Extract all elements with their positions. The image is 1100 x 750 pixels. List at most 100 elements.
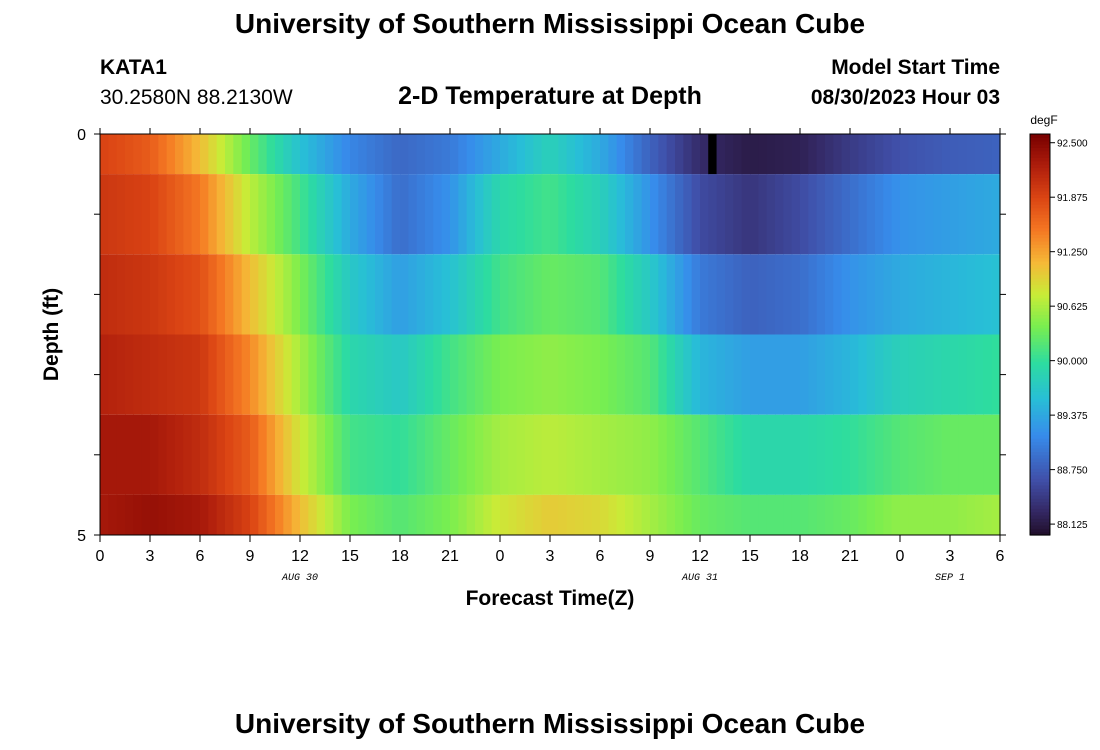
heatmap-cell xyxy=(258,134,268,175)
heatmap-cell xyxy=(141,494,151,535)
colorbar-segment xyxy=(1030,524,1050,529)
heatmap-cell xyxy=(233,174,243,255)
colorbar-segment xyxy=(1030,411,1050,416)
heatmap-cell xyxy=(466,494,476,535)
heatmap-cell xyxy=(350,414,359,495)
heatmap-cell xyxy=(650,494,659,535)
heatmap-cell xyxy=(550,174,559,255)
colorbar-segment xyxy=(1030,511,1050,516)
heatmap-cell xyxy=(475,334,484,415)
heatmap-cell xyxy=(333,254,343,335)
heatmap-cell xyxy=(200,174,209,255)
heatmap-cell xyxy=(808,174,818,255)
colorbar-tick-label: 91.875 xyxy=(1057,193,1088,204)
heatmap-cell xyxy=(616,134,626,175)
heatmap-cell xyxy=(500,494,509,535)
heatmap-cell xyxy=(416,174,426,255)
heatmap-cell xyxy=(416,334,426,415)
heatmap-cell xyxy=(383,254,393,335)
heatmap-cell xyxy=(450,494,459,535)
heatmap-cell xyxy=(400,334,409,415)
heatmap-cell xyxy=(183,254,193,335)
heatmap-cell xyxy=(183,134,193,175)
model-start-label: Model Start Time xyxy=(831,56,1000,79)
heatmap-cell xyxy=(425,254,434,335)
heatmap-cell xyxy=(891,414,901,495)
heatmap-cell xyxy=(441,334,451,415)
heatmap-cell xyxy=(691,254,701,335)
colorbar-segment xyxy=(1030,468,1050,473)
heatmap-cell xyxy=(866,174,876,255)
heatmap-cell xyxy=(441,174,451,255)
heatmap-cell xyxy=(858,414,868,495)
heatmap-cell xyxy=(341,334,351,415)
heatmap-cell xyxy=(541,334,551,415)
page-title: University of Southern Mississippi Ocean… xyxy=(234,8,866,39)
colorbar-segment xyxy=(1030,484,1050,489)
heatmap-cell xyxy=(825,134,834,175)
colorbar-segment xyxy=(1030,307,1050,312)
heatmap-cell xyxy=(666,134,676,175)
colorbar-segment xyxy=(1030,160,1050,165)
heatmap-cell xyxy=(258,174,268,255)
heatmap-cell xyxy=(741,134,751,175)
heatmap-cell xyxy=(283,334,293,415)
heatmap-cell xyxy=(825,494,834,535)
heatmap-cell xyxy=(316,414,326,495)
heatmap-cell xyxy=(175,494,184,535)
heatmap-cell xyxy=(691,174,701,255)
heatmap-cell xyxy=(925,494,934,535)
heatmap-cell xyxy=(600,334,609,415)
heatmap-cell xyxy=(683,414,693,495)
heatmap-cell xyxy=(950,414,959,495)
heatmap-cell xyxy=(475,174,484,255)
station-id: KATA1 xyxy=(100,56,167,79)
heatmap-cell xyxy=(891,254,901,335)
heatmap-cell xyxy=(366,254,376,335)
heatmap-cell xyxy=(625,494,634,535)
colorbar-tick-label: 92.500 xyxy=(1057,139,1088,150)
heatmap-cell xyxy=(650,174,659,255)
heatmap-cell xyxy=(841,134,851,175)
heatmap-cell xyxy=(575,494,584,535)
heatmap-cell xyxy=(600,174,609,255)
colorbar-segment xyxy=(1030,341,1050,346)
heatmap-cell xyxy=(733,414,743,495)
heatmap-cell xyxy=(591,334,601,415)
heatmap-cell xyxy=(850,494,859,535)
heatmap-cell xyxy=(241,494,251,535)
heatmap-cell xyxy=(358,174,368,255)
colorbar-tick-label: 90.625 xyxy=(1057,302,1088,313)
heatmap-cell xyxy=(650,334,659,415)
heatmap-cell xyxy=(950,254,959,335)
heatmap-cell xyxy=(591,134,601,175)
heatmap-cell xyxy=(775,414,784,495)
heatmap-cell xyxy=(175,134,184,175)
heatmap-cell xyxy=(958,134,968,175)
heatmap-cell xyxy=(808,134,818,175)
heatmap-cell xyxy=(675,494,684,535)
heatmap-cell xyxy=(108,494,118,535)
heatmap-cell xyxy=(250,254,259,335)
heatmap-cell xyxy=(508,174,518,255)
heatmap-cell xyxy=(191,334,201,415)
colorbar-segment xyxy=(1030,428,1050,433)
heatmap-cell xyxy=(741,414,751,495)
heatmap-cell xyxy=(366,414,376,495)
heatmap-cell xyxy=(258,494,268,535)
colorbar-segment xyxy=(1030,408,1050,412)
colorbar-segment xyxy=(1030,438,1050,443)
heatmap-cell xyxy=(241,414,251,495)
heatmap-cell xyxy=(975,254,984,335)
heatmap-cell xyxy=(891,174,901,255)
colorbar-segment xyxy=(1030,347,1050,352)
colorbar-segment xyxy=(1030,481,1050,486)
heatmap-cell xyxy=(491,254,501,335)
heatmap-cell xyxy=(216,254,226,335)
colorbar-segment xyxy=(1030,180,1050,185)
heatmap-cell xyxy=(783,334,793,415)
heatmap-cell xyxy=(866,334,876,415)
heatmap-cell xyxy=(883,414,893,495)
heatmap-cell xyxy=(625,254,634,335)
heatmap-cell xyxy=(791,334,801,415)
